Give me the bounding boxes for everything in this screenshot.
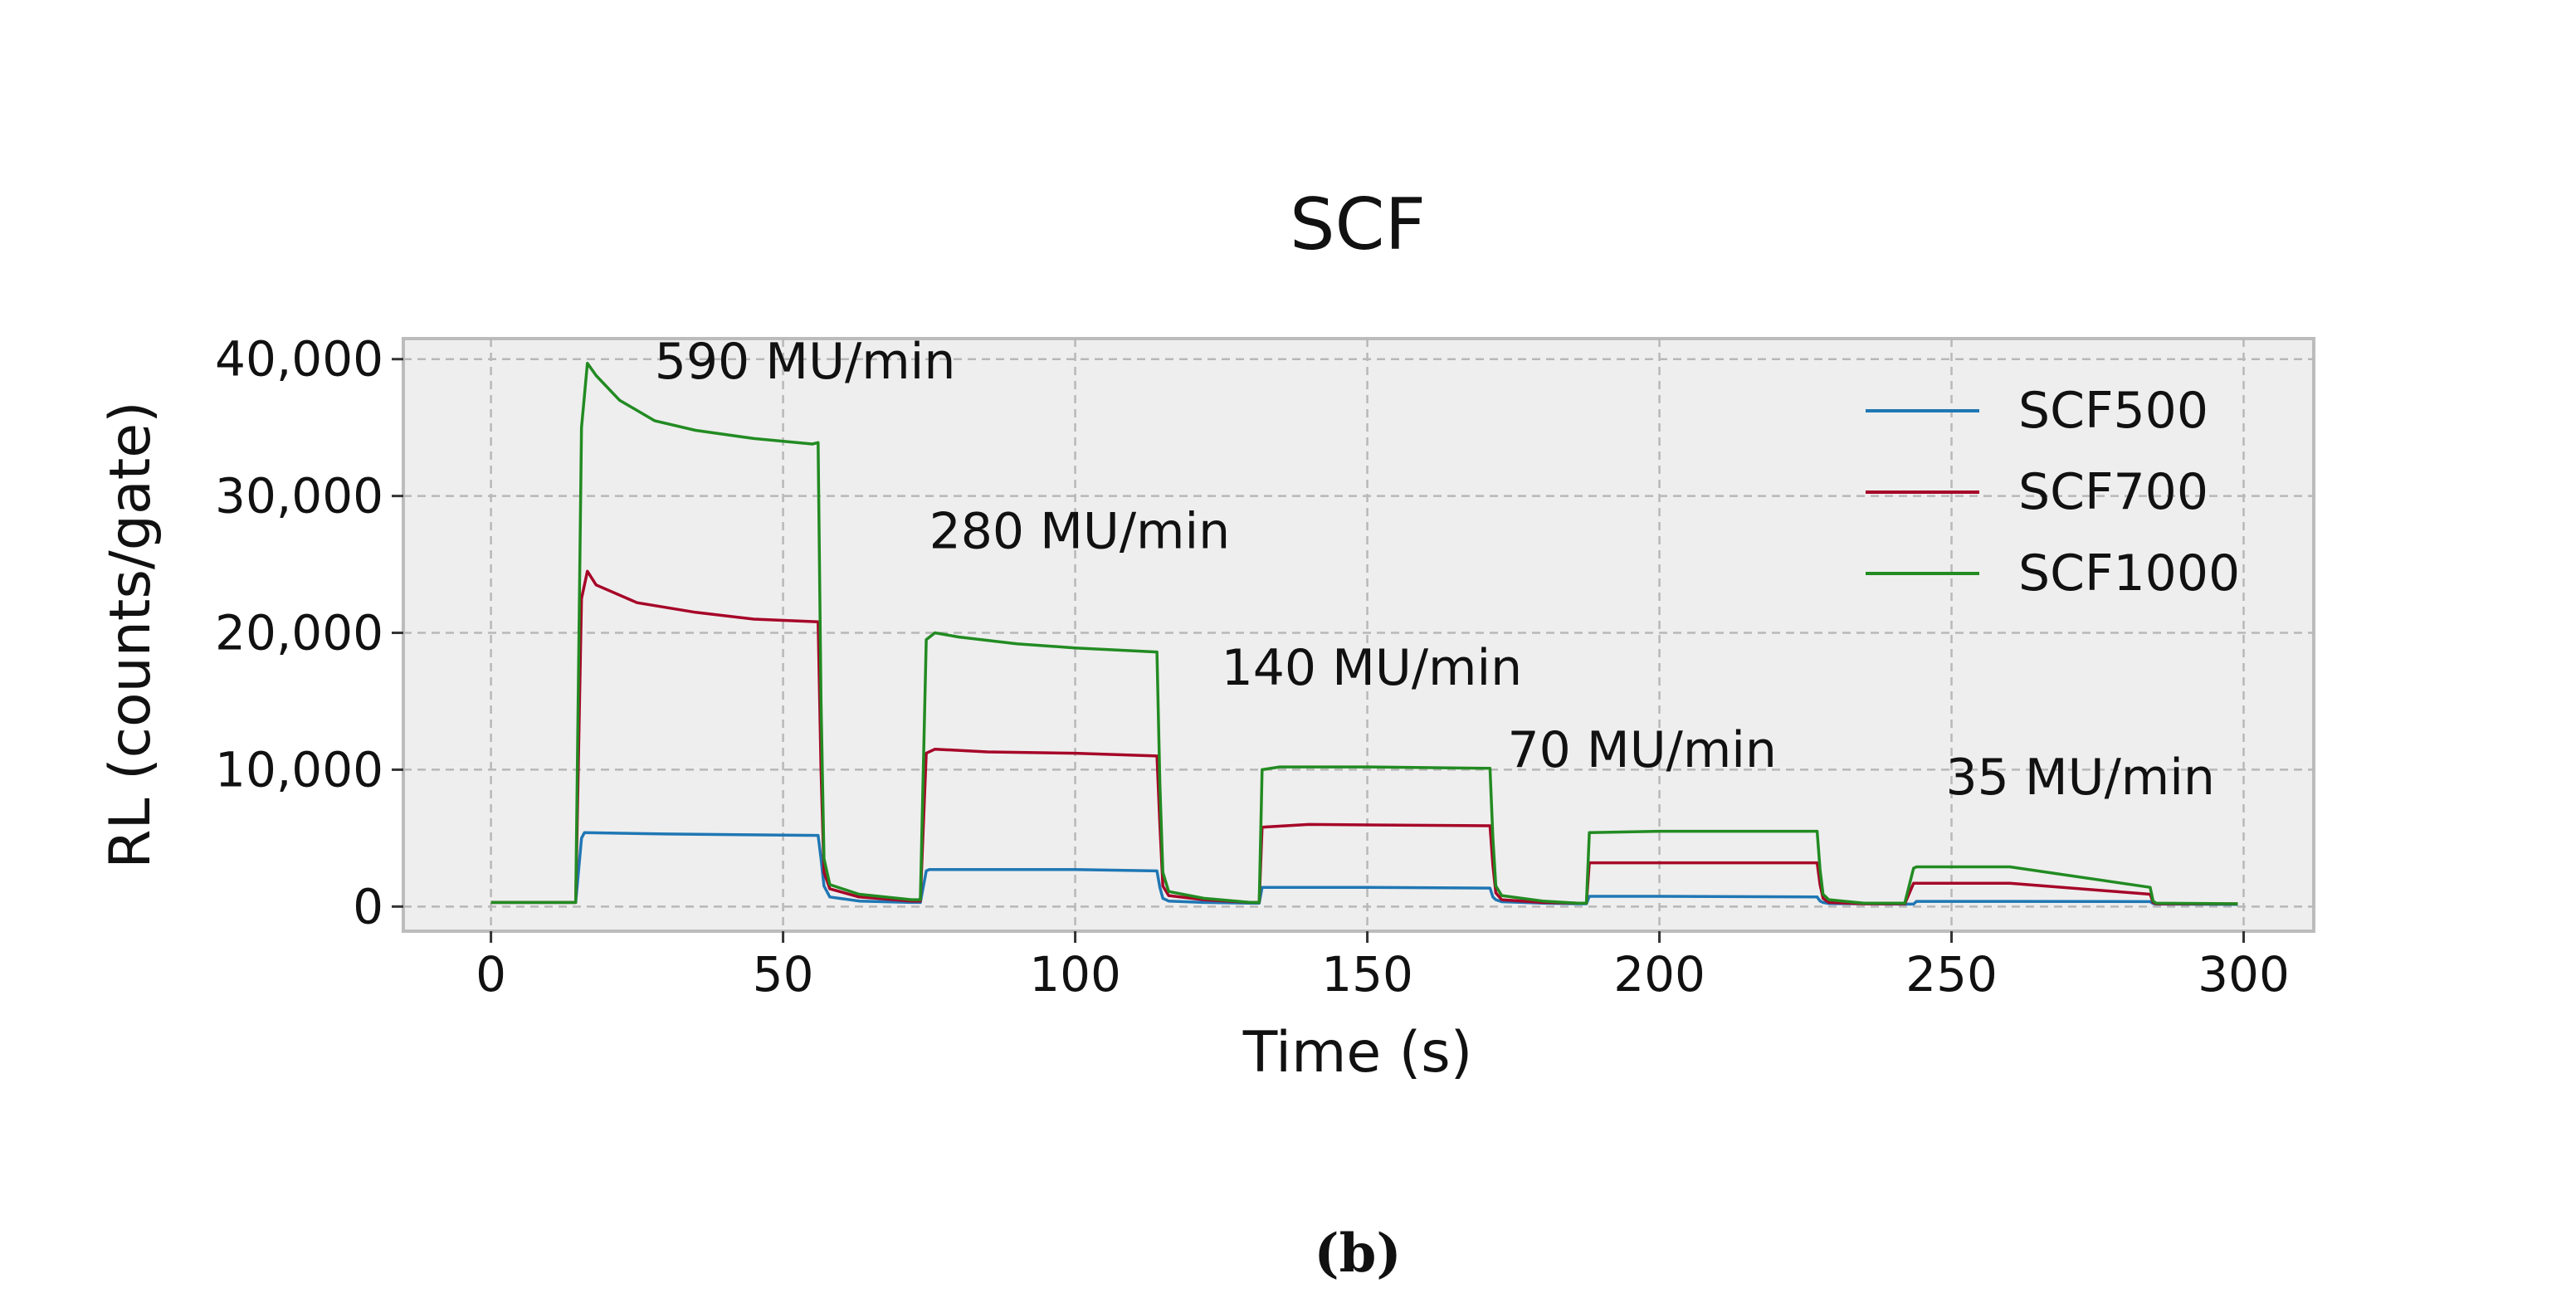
legend-label-scf1000: SCF1000 — [2018, 544, 2240, 603]
x-tick-label: 150 — [1321, 946, 1413, 1003]
series-lines — [490, 361, 2238, 906]
dose-rate-annotation: 70 MU/min — [1508, 721, 1777, 779]
annotations: 590 MU/min 280 MU/min 140 MU/min 70 MU/min 3… — [655, 333, 2215, 807]
figure-caption: (b) — [1314, 1222, 1401, 1285]
legend-label-scf700: SCF700 — [2018, 463, 2208, 521]
y-tick-label: 0 — [353, 878, 383, 934]
x-tick-label: 250 — [1905, 946, 1998, 1003]
dose-rate-annotation: 280 MU/min — [929, 502, 1231, 560]
dose-rate-annotation: 35 MU/min — [1945, 749, 2214, 807]
series-line-scf1000 — [490, 361, 2238, 905]
y-tick-label: 40,000 — [215, 331, 383, 388]
x-tick-label: 100 — [1029, 946, 1121, 1003]
x-tick-label: 200 — [1613, 946, 1705, 1003]
x-tick-label: 50 — [753, 946, 814, 1003]
axis-ticks: 0 50 100 150 200 250 300 0 10,000 20,000 30,000 40,… — [215, 331, 2290, 1003]
y-axis-label: RL (counts/gate) — [98, 401, 163, 868]
plot-area — [402, 337, 2315, 933]
legend: SCF500 SCF700 SCF1000 — [1866, 382, 2240, 603]
y-tick-label: 20,000 — [215, 605, 383, 661]
dose-rate-annotation: 140 MU/min — [1222, 639, 1523, 697]
x-tick-label: 300 — [2198, 946, 2290, 1003]
legend-label-scf500: SCF500 — [2018, 382, 2208, 440]
x-tick-label: 0 — [476, 946, 506, 1003]
x-axis-label: Time (s) — [1242, 1020, 1473, 1086]
grid-lines — [403, 339, 2314, 931]
chart-title: SCF — [1290, 183, 1426, 266]
y-tick-label: 30,000 — [215, 468, 383, 525]
y-tick-label: 10,000 — [215, 741, 383, 798]
dose-rate-annotation: 590 MU/min — [655, 333, 956, 391]
